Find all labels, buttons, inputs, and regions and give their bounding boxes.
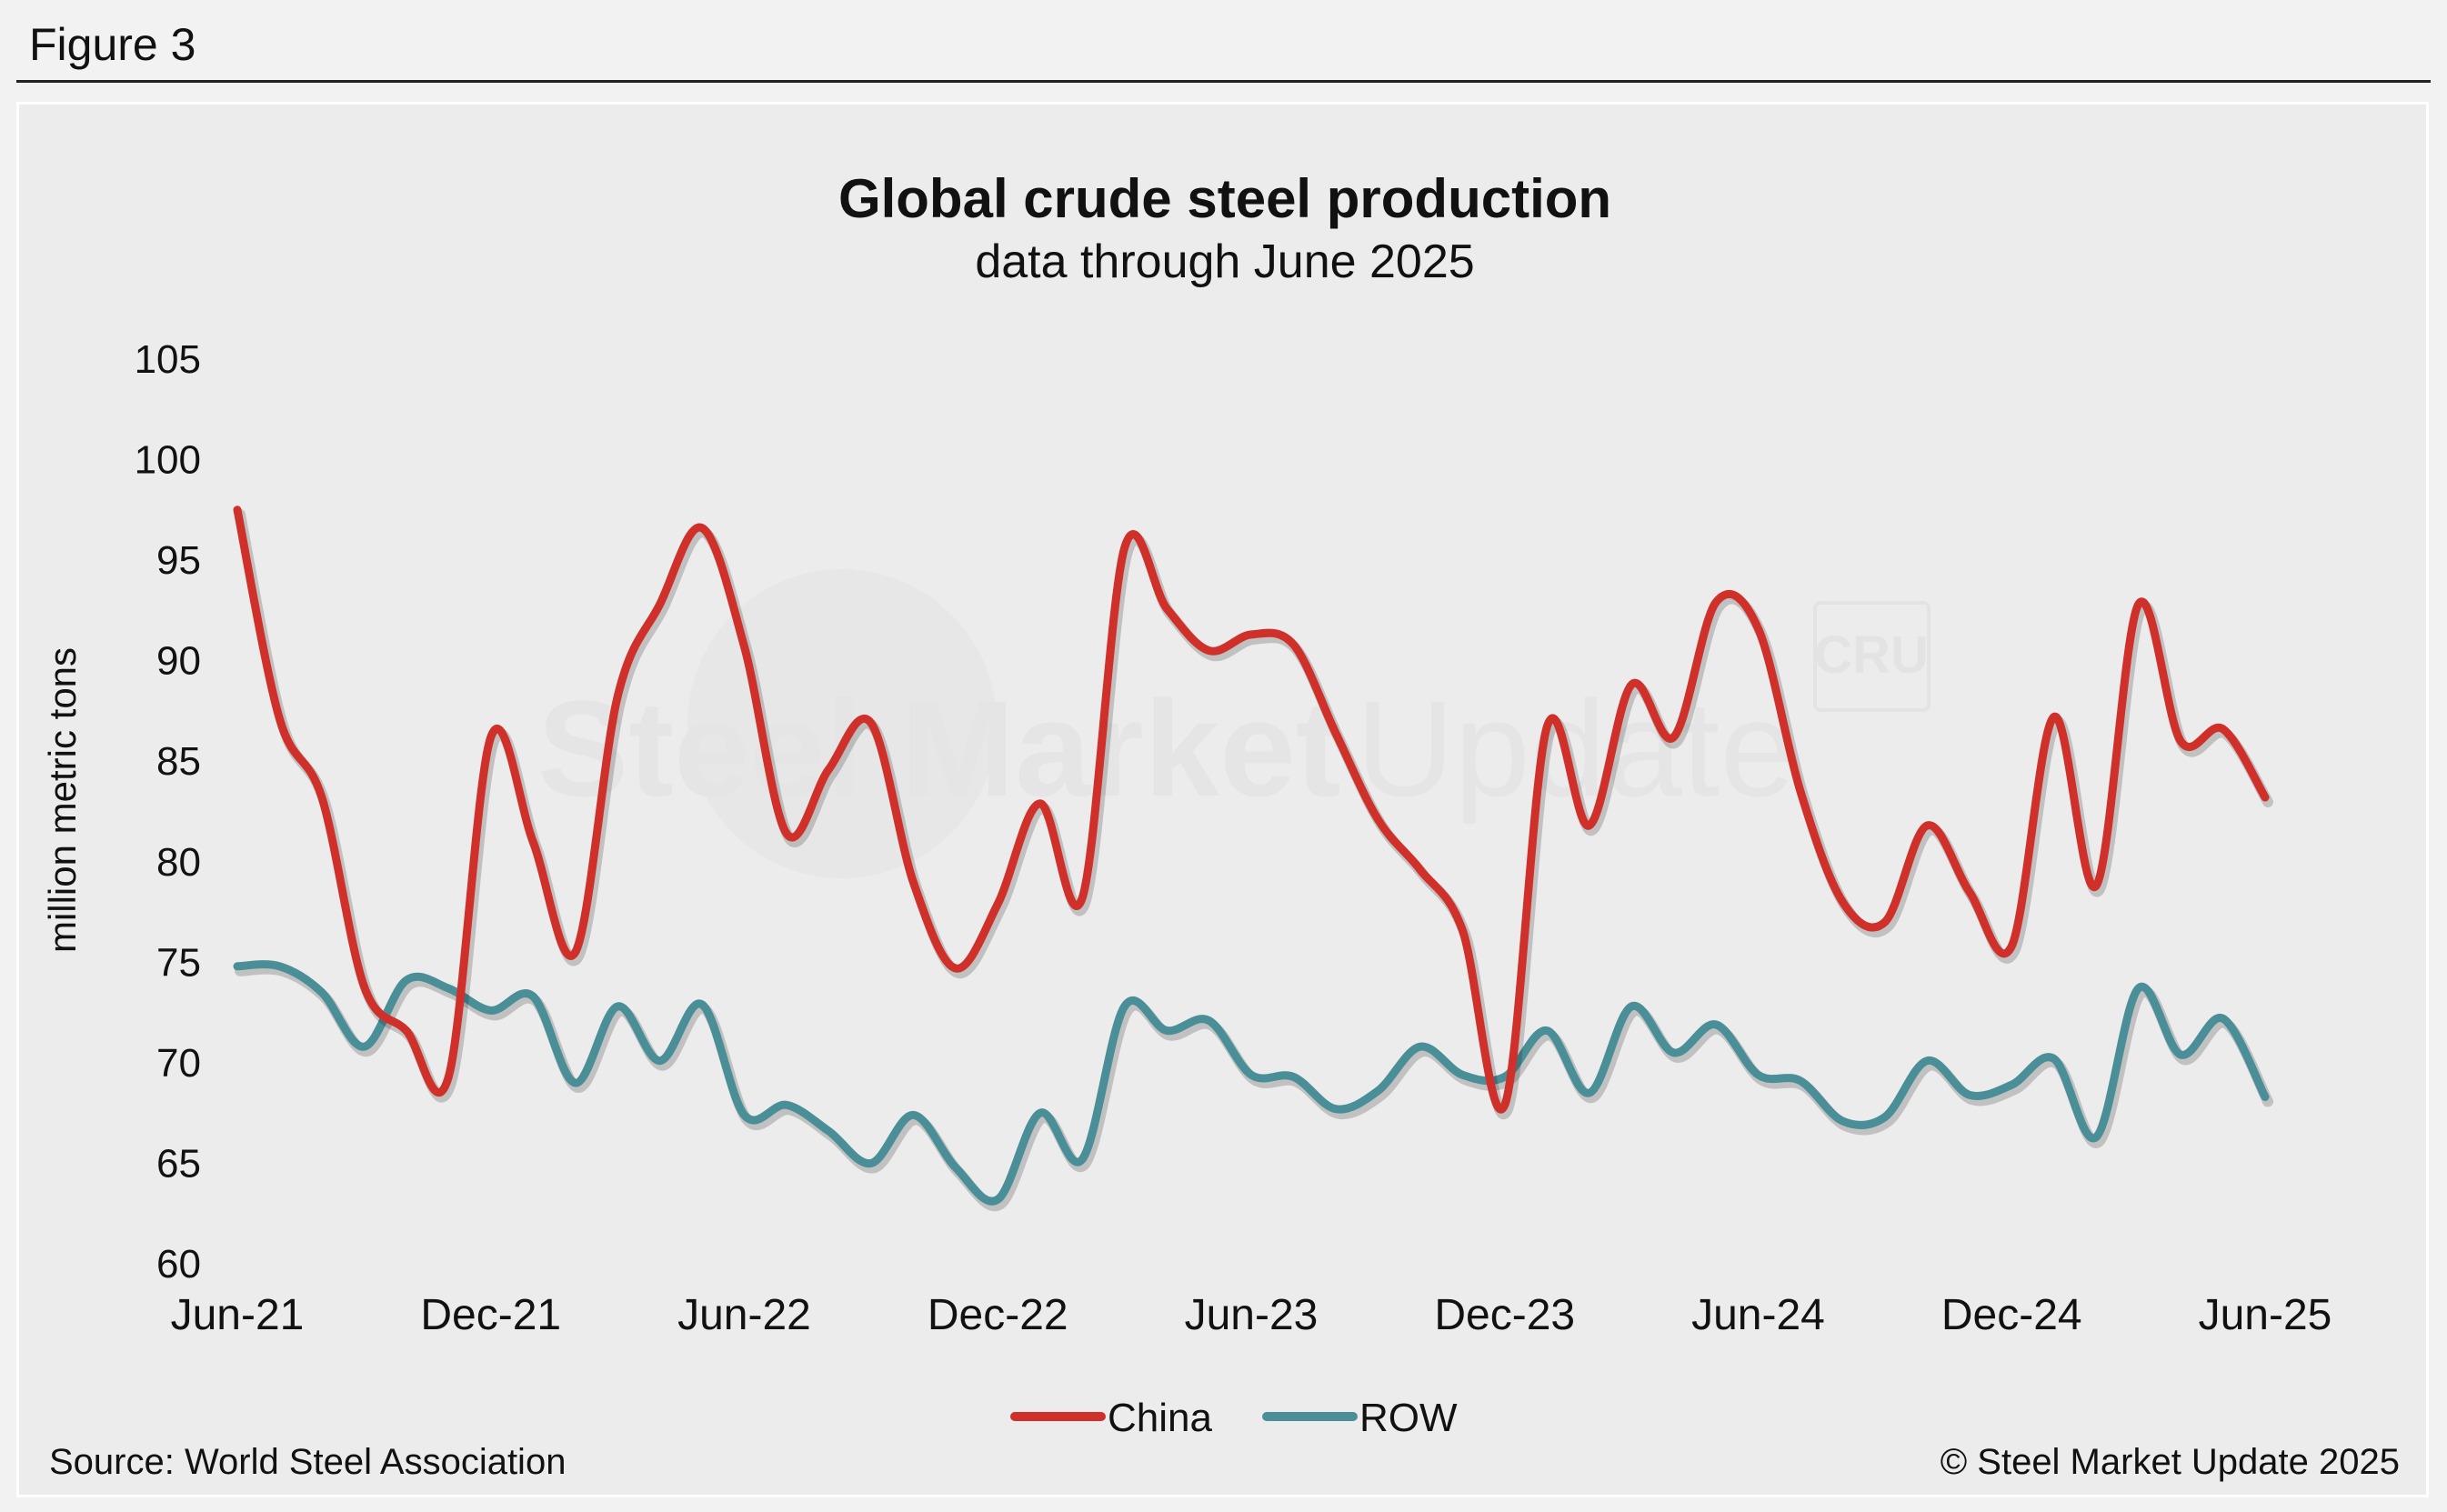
y-tick-label: 90	[156, 639, 201, 684]
x-tick-label: Jun-25	[2199, 1291, 2332, 1339]
y-tick-label: 80	[156, 840, 201, 885]
x-tick-label: Dec-24	[1941, 1291, 2082, 1339]
figure-rule	[16, 80, 2431, 83]
y-axis-label: million metric tons	[41, 647, 84, 953]
y-tick-label: 65	[156, 1141, 201, 1186]
copyright-note: © Steel Market Update 2025	[1941, 1442, 2400, 1482]
chart-title: Global crude steel production	[838, 168, 1611, 229]
watermark-badge-frame	[1813, 601, 1931, 712]
y-tick-label: 95	[156, 538, 201, 583]
legend: China ROW	[1010, 1396, 1458, 1440]
y-tick-label: 85	[156, 739, 201, 784]
y-axis-ticks: 60 65 70 75 80 85 90 95 100 105	[135, 337, 201, 1287]
watermark: Steel Market Update CRU	[537, 569, 1931, 878]
watermark-swoosh-icon	[687, 569, 997, 878]
y-tick-label: 100	[135, 438, 201, 483]
x-tick-label: Jun-22	[677, 1291, 811, 1339]
x-tick-label: Dec-21	[420, 1291, 561, 1339]
x-tick-label: Dec-22	[928, 1291, 1068, 1339]
y-tick-label: 105	[135, 337, 201, 382]
x-axis-ticks: Jun-21 Dec-21 Jun-22 Dec-22 Jun-23 Dec-23 Jun-…	[171, 1291, 2332, 1339]
series-line-row	[233, 960, 2270, 1206]
legend-label-china: China	[1108, 1396, 1212, 1440]
source-note: Source: World Steel Association	[49, 1442, 566, 1482]
series-line-china	[233, 506, 2270, 1114]
series-layer	[233, 506, 2273, 1212]
chart-panel: Steel Market Update CRU Global crude ste…	[16, 102, 2429, 1497]
x-tick-label: Jun-21	[171, 1291, 305, 1339]
watermark-badge: CRU	[1814, 626, 1929, 685]
watermark-text-bold: Steel Market	[537, 672, 1341, 825]
y-tick-label: 70	[156, 1041, 201, 1086]
y-tick-label: 60	[156, 1242, 201, 1287]
x-tick-label: Dec-23	[1434, 1291, 1575, 1339]
x-tick-label: Jun-23	[1185, 1291, 1319, 1339]
legend-label-row: ROW	[1359, 1396, 1458, 1440]
y-tick-label: 75	[156, 940, 201, 985]
figure-label: Figure 3	[29, 19, 196, 70]
chart-subtitle: data through June 2025	[975, 235, 1474, 288]
line-chart: Steel Market Update CRU Global crude ste…	[41, 168, 2400, 1482]
x-tick-label: Jun-24	[1691, 1291, 1825, 1339]
